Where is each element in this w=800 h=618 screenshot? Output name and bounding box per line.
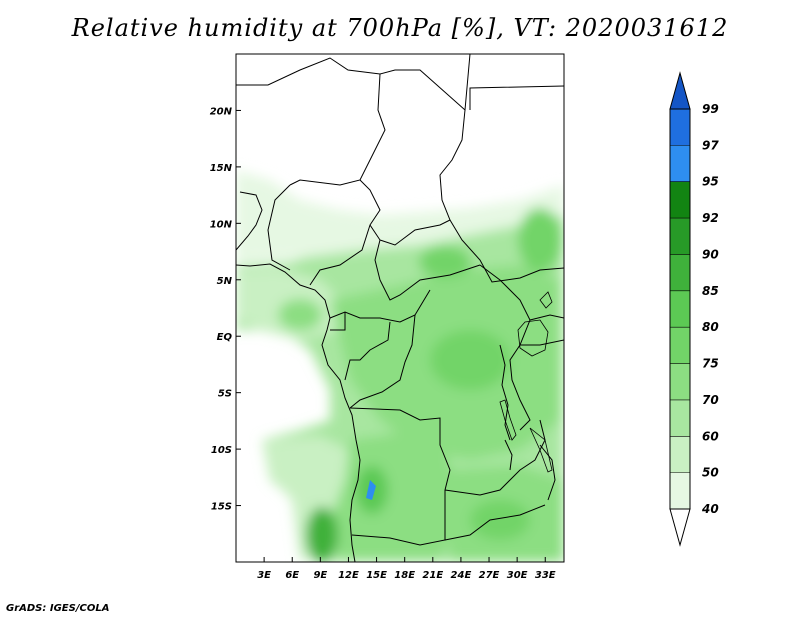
map-title: Relative humidity at 700hPa [%], VT: 202… <box>71 14 729 42</box>
colorbar-label: 70 <box>702 393 719 407</box>
colorbar-label: 99 <box>702 102 719 116</box>
lake-kivu <box>366 480 376 500</box>
humidity-core-coast <box>306 507 338 562</box>
colorbar: 40 50 60 70 75 80 85 90 92 95 97 99 <box>669 71 719 547</box>
colorbar-label: 60 <box>702 429 719 443</box>
lat-tick-label: 10N <box>210 219 233 230</box>
colorbar-segment <box>670 181 690 219</box>
colorbar-label: 85 <box>702 284 719 298</box>
country-borders <box>236 54 564 562</box>
latitude-axis: 20N 15N 10N 5N EQ 5S 10S 15S <box>210 106 241 513</box>
lon-tick-label: 9E <box>313 570 327 581</box>
lon-tick-label: 27E <box>479 570 500 581</box>
humidity-core-congo <box>430 330 510 390</box>
lon-tick-label: 24E <box>451 570 472 581</box>
humidity-region-angola <box>330 430 460 560</box>
lon-tick-label: 12E <box>338 570 359 581</box>
map-plot-area <box>235 53 565 563</box>
colorbar-over-triangle <box>669 71 691 110</box>
lat-tick-label: 15S <box>211 502 232 513</box>
lat-tick-label: 20N <box>210 106 233 117</box>
colorbar-label: 90 <box>702 247 719 261</box>
colorbar-segment <box>670 290 690 328</box>
lon-tick-label: 21E <box>422 570 443 581</box>
lon-tick-label: 18E <box>394 570 415 581</box>
colorbar-segment <box>670 327 690 364</box>
coastline <box>236 263 361 562</box>
lon-tick-label: 3E <box>257 570 271 581</box>
colorbar-under-triangle <box>669 508 691 547</box>
lon-tick-label: 15E <box>366 570 387 581</box>
lat-tick-label: 15N <box>210 163 233 174</box>
colorbar-segment <box>670 218 690 255</box>
colorbar-segment <box>670 472 690 509</box>
longitude-axis: 3E 6E 9E 12E 15E 18E 21E 24E 27E 30E 33E <box>257 557 556 581</box>
humidity-region-southwest <box>262 436 350 560</box>
humidity-core-east <box>518 208 562 272</box>
colorbar-segment <box>670 109 690 146</box>
colorbar-label: 40 <box>701 502 719 516</box>
colorbar-label: 97 <box>702 138 719 152</box>
lat-tick-label: 10S <box>211 445 232 456</box>
colorbar-segment <box>670 436 690 473</box>
lat-tick-label: 5S <box>218 389 232 400</box>
colorbar-segment <box>670 363 690 400</box>
lat-tick-label: EQ <box>217 332 233 343</box>
humidity-core-chad <box>419 246 471 278</box>
colorbar-label: 95 <box>702 175 719 189</box>
lon-tick-label: 33E <box>535 570 556 581</box>
colorbar-label: 50 <box>702 466 719 480</box>
humidity-core-gabon <box>278 299 322 331</box>
colorbar-label: 80 <box>702 320 719 334</box>
lon-tick-label: 30E <box>507 570 528 581</box>
colorbar-segment <box>670 399 690 437</box>
humidity-region-light <box>236 170 564 262</box>
lon-tick-label: 6E <box>285 570 299 581</box>
colorbar-segment <box>670 254 690 291</box>
grads-credit: GrADS: IGES/COLA <box>6 603 110 614</box>
lat-tick-label: 5N <box>217 276 233 287</box>
humidity-core-zambia <box>470 500 530 540</box>
colorbar-segment <box>670 145 690 182</box>
colorbar-label: 75 <box>702 357 719 371</box>
lake-outlines <box>499 291 553 473</box>
colorbar-label: 92 <box>702 211 719 225</box>
